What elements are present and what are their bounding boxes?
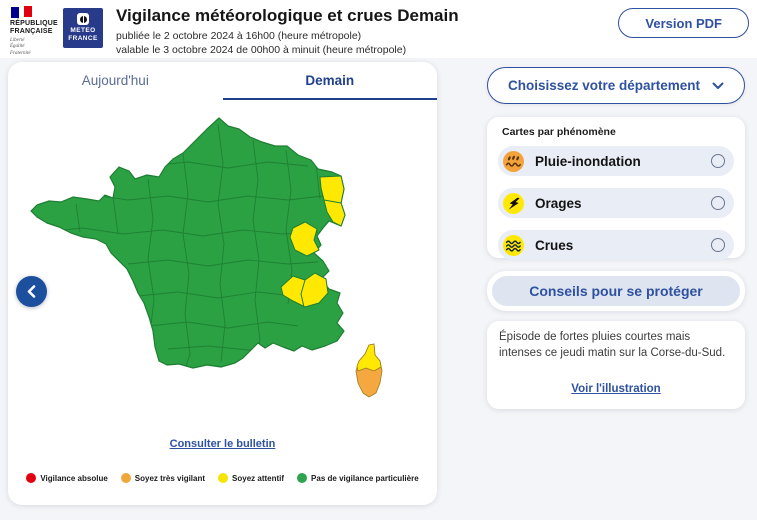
advice-card: Conseils pour se protéger [487, 271, 745, 311]
rf-motto-3: Fraternité [10, 50, 31, 56]
tab-demain[interactable]: Demain [222, 62, 437, 100]
episode-description: Épisode de fortes pluies courtes mais in… [499, 331, 726, 359]
storm-icon [503, 192, 524, 214]
voir-illustration-link[interactable]: Voir l'illustration [571, 383, 661, 396]
vigilance-legend: Vigilance absolue Soyez très vigilant So… [8, 473, 437, 483]
map-region-alsace-inner-border [323, 199, 342, 204]
phenomenon-label: Pluie-inondation [535, 153, 641, 169]
france-vigilance-map[interactable] [8, 104, 437, 420]
header: RÉPUBLIQUE FRANÇAISE Liberté Égalité Fra… [0, 0, 757, 58]
legend-item-green: Pas de vigilance particulière [297, 473, 419, 483]
map-region-doubs-yellow[interactable] [289, 221, 320, 257]
phenomenon-label: Crues [535, 237, 574, 253]
french-flag-icon [11, 6, 60, 18]
vigilance-map-card: Aujourd'hui Demain [8, 62, 437, 505]
department-selector-label: Choisissez votre département [507, 78, 701, 93]
map-region-alps-inner-border [300, 279, 306, 308]
validity-date: valable le 3 octobre 2024 de 00h00 à min… [116, 44, 407, 57]
department-selector-button[interactable]: Choisissez votre département [487, 67, 745, 104]
page-title: Vigilance météorologique et crues Demain [116, 6, 459, 25]
previous-day-button[interactable] [16, 276, 47, 307]
meteo-france-icon [77, 13, 89, 26]
sidebar: Choisissez votre département Cartes par … [487, 67, 745, 410]
orages-radio[interactable] [711, 196, 725, 210]
rain-flood-icon [503, 150, 524, 172]
day-tabs: Aujourd'hui Demain [8, 62, 437, 100]
red-level-dot-icon [26, 473, 37, 483]
phenomenon-row-crues[interactable]: Crues [498, 230, 734, 260]
rf-logo-line1: RÉPUBLIQUE [10, 20, 58, 27]
crues-radio[interactable] [711, 238, 725, 252]
legend-item-yellow: Soyez attentif [218, 473, 284, 483]
yellow-level-dot-icon [218, 473, 229, 483]
green-level-dot-icon [297, 473, 308, 483]
phenomena-card-title: Cartes par phénomène [502, 126, 616, 138]
version-pdf-button[interactable]: Version PDF [618, 8, 749, 38]
legend-item-orange: Soyez très vigilant [120, 473, 205, 483]
mf-logo-line2: FRANCE [68, 35, 98, 42]
rf-logo-line2: FRANÇAISE [10, 28, 53, 36]
flood-waves-icon [503, 234, 524, 256]
consulter-bulletin-link[interactable]: Consulter le bulletin [169, 438, 276, 450]
pluie-inondation-radio[interactable] [711, 154, 725, 168]
phenomenon-label: Orages [535, 195, 582, 211]
phenomenon-row-orages[interactable]: Orages [498, 188, 734, 218]
chevron-left-icon [27, 285, 36, 298]
meteo-france-logo: METEO FRANCE [63, 8, 103, 48]
tab-aujourdhui[interactable]: Aujourd'hui [81, 72, 149, 88]
info-card: Épisode de fortes pluies courtes mais in… [487, 321, 745, 410]
phenomena-card: Cartes par phénomène Pluie-inondation Or… [487, 117, 745, 260]
phenomenon-row-pluie-inondation[interactable]: Pluie-inondation [498, 146, 734, 176]
mf-logo-line1: METEO [70, 27, 96, 35]
orange-level-dot-icon [120, 473, 131, 483]
rf-motto-1: Liberté [10, 38, 25, 44]
conseils-button[interactable]: Conseils pour se protéger [492, 276, 740, 306]
republique-francaise-logo: RÉPUBLIQUE FRANÇAISE Liberté Égalité Fra… [10, 6, 60, 57]
map-region-alps-yellow[interactable] [280, 272, 329, 308]
map-region-haute-corse-yellow[interactable] [356, 343, 382, 372]
published-date: publiée le 2 octobre 2024 à 16h00 (heure… [116, 30, 362, 42]
legend-item-red: Vigilance absolue [26, 473, 108, 483]
chevron-down-icon [712, 82, 724, 89]
rf-motto-2: Égalité [10, 44, 25, 50]
